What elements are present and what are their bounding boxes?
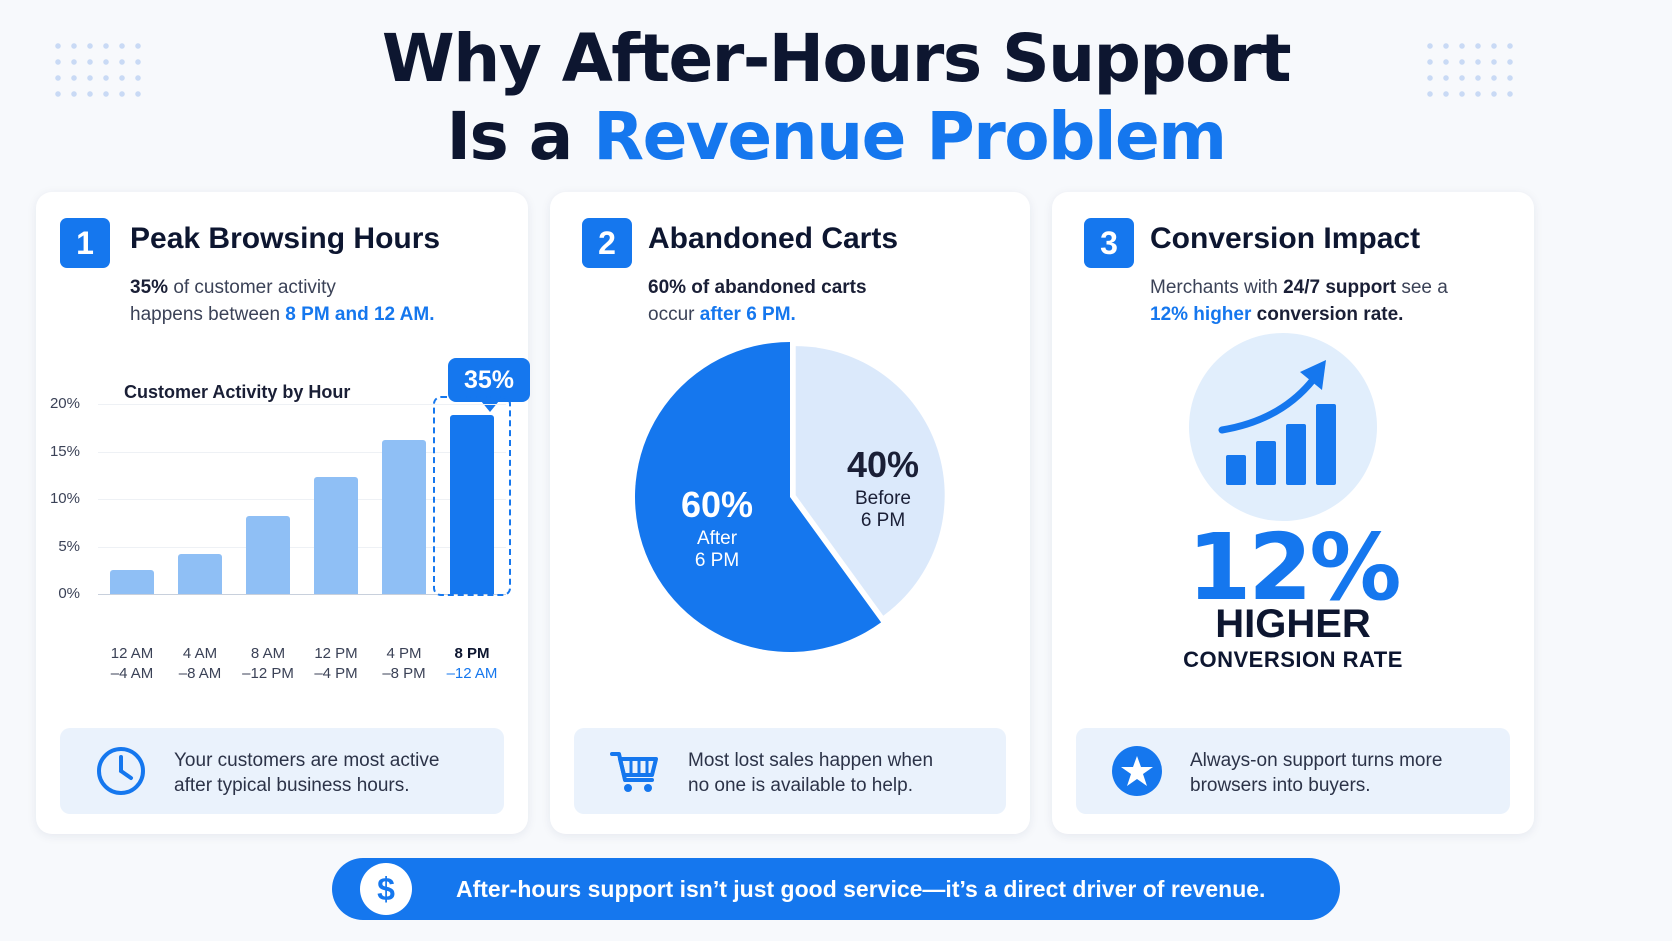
bottom-banner: $ After-hours support isn’t just good se… <box>332 858 1340 920</box>
grid-line <box>98 404 506 405</box>
pie-label-pct: 40% <box>846 444 920 485</box>
banner-text: After-hours support isn’t just good serv… <box>456 876 1266 902</box>
desc-text: see a <box>1401 277 1448 298</box>
footer-text: Your customers are most active after typ… <box>174 748 488 798</box>
desc-highlight: after 6 PM. <box>699 304 796 325</box>
footer-text: Always-on support turns more browsers in… <box>1190 748 1494 798</box>
footer-text-line: browsers into buyers. <box>1190 775 1371 796</box>
desc-strong: 35% <box>130 277 169 298</box>
pie-chart <box>635 342 945 652</box>
footer-text-line: Your customers are most active <box>174 750 440 771</box>
desc-highlight: 12% higher <box>1150 304 1252 325</box>
pie-slice-after <box>635 342 882 652</box>
desc-strong: 60% of abandoned carts <box>648 277 867 298</box>
growth-chart-icon <box>1189 333 1377 521</box>
bar <box>382 440 426 594</box>
grid-line <box>98 546 506 548</box>
star-icon <box>1112 746 1162 796</box>
grid-line <box>98 451 506 453</box>
highlight-frame <box>433 396 511 596</box>
footer-text-line: Most lost sales happen when <box>688 750 934 771</box>
card-number: 1 <box>60 218 110 268</box>
desc-strong: 24/7 support <box>1283 277 1397 298</box>
x-tick-label: 12 PM –4 PM <box>314 645 358 682</box>
card-footer: Most lost sales happen when no one is av… <box>574 728 1006 814</box>
grid-line <box>98 594 506 595</box>
clock-icon <box>97 747 145 795</box>
desc-text: of customer activity <box>173 277 336 298</box>
bar <box>178 554 222 594</box>
x-tick-label: 8 AM –12 PM <box>242 645 294 682</box>
pie-slice-before <box>795 346 945 616</box>
desc-text: Merchants with <box>1150 277 1278 298</box>
big-value: 12% <box>1187 514 1401 621</box>
card-number: 3 <box>1084 218 1134 268</box>
y-tick-label: 15% <box>49 442 80 460</box>
card-description: Merchants with 24/7 support see a 12% hi… <box>1150 274 1448 328</box>
pie-label-pct: 60% <box>680 484 754 525</box>
x-tick-label: 4 PM –8 PM <box>382 645 426 682</box>
highlight-badge: 35% <box>448 358 530 412</box>
dollar-icon: $ <box>360 863 412 915</box>
card-conversion-impact: 3 Conversion Impact Merchants with 24/7 … <box>1052 192 1534 834</box>
title-accent: Revenue Problem <box>593 98 1227 175</box>
pie-label-after: 60% After 6 PM <box>662 484 772 572</box>
card-abandoned-carts: 2 Abandoned Carts 60% of abandoned carts… <box>550 192 1030 834</box>
card-title: Conversion Impact <box>1150 222 1421 255</box>
big-label-rate: CONVERSION RATE <box>1183 647 1403 672</box>
page-title: Why After-Hours Support Is a Revenue Pro… <box>0 20 1672 176</box>
card-footer: Always-on support turns more browsers in… <box>1076 728 1510 814</box>
footer-text-line: Always-on support turns more <box>1190 750 1443 771</box>
bar <box>246 516 290 594</box>
bar <box>450 415 494 594</box>
footer-text-line: after typical business hours. <box>174 775 410 796</box>
pie-label-before: 40% Before 6 PM <box>828 444 938 532</box>
pie-label-text: After <box>696 528 738 549</box>
desc-strong: conversion rate. <box>1256 304 1404 325</box>
grid-line <box>98 499 506 500</box>
y-tick-label: 0% <box>58 585 80 602</box>
footer-text-line: no one is available to help. <box>688 775 913 796</box>
big-label-higher: HIGHER <box>1215 602 1371 646</box>
x-tick-label: 4 AM –8 AM <box>178 645 222 682</box>
bar <box>110 570 154 594</box>
footer-text: Most lost sales happen when no one is av… <box>688 748 990 798</box>
desc-text: happens between <box>130 304 281 325</box>
title-line-1: Why After-Hours Support <box>381 20 1292 97</box>
desc-highlight: 8 PM and 12 AM. <box>285 304 435 325</box>
shopping-cart-icon <box>610 752 658 792</box>
x-tick-label: 8 PM –12 AM <box>446 645 498 682</box>
card-footer: Your customers are most active after typ… <box>60 728 504 814</box>
decorative-dots-right <box>1422 38 1522 100</box>
chart-title: Customer Activity by Hour <box>124 382 351 402</box>
card-description: 60% of abandoned carts occur after 6 PM. <box>648 274 867 328</box>
title-line-2: Is a Revenue Problem <box>0 98 1672 176</box>
pie-label-text: 6 PM <box>694 550 740 571</box>
card-description: 35% of customer activity happens between… <box>130 274 435 328</box>
desc-text: occur <box>648 304 695 325</box>
x-tick-label: 12 AM –4 AM <box>110 645 154 682</box>
card-title: Peak Browsing Hours <box>130 222 441 255</box>
pie-label-text: Before <box>855 488 911 509</box>
card-title: Abandoned Carts <box>648 222 899 255</box>
card-peak-browsing: 1 Peak Browsing Hours 35% of customer ac… <box>36 192 530 834</box>
title-prefix: Is a <box>446 98 573 175</box>
y-tick-label: 5% <box>58 537 80 555</box>
decorative-dots-left <box>50 38 150 100</box>
y-tick-label: 20% <box>49 395 80 412</box>
y-tick-label: 10% <box>49 490 80 507</box>
bar <box>314 477 358 594</box>
card-number: 2 <box>582 218 632 268</box>
pie-label-text: 6 PM <box>860 510 906 531</box>
